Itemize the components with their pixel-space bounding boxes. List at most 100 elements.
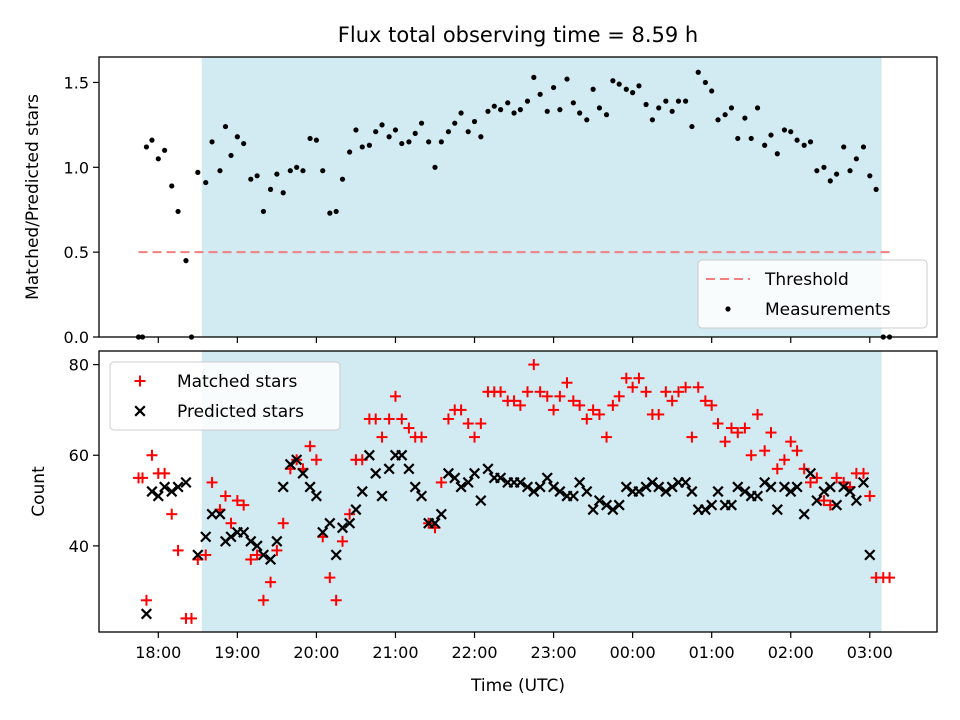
- data-point: [234, 134, 240, 140]
- data-point: [653, 408, 665, 420]
- data-point: [172, 544, 184, 556]
- data-point: [426, 139, 432, 145]
- data-point: [752, 408, 764, 420]
- marker-stroke: [455, 481, 467, 493]
- data-point: [409, 481, 421, 493]
- data-point: [146, 485, 158, 498]
- legend-marker: [134, 405, 146, 417]
- data-point: [260, 208, 267, 215]
- data-point: [442, 413, 454, 425]
- data-point: [359, 144, 365, 150]
- marker-stroke: [600, 499, 613, 511]
- data-point: [313, 137, 320, 143]
- marker-stroke: [838, 481, 850, 493]
- data-point: [660, 485, 672, 498]
- data-point: [593, 408, 605, 420]
- data-point: [778, 481, 790, 493]
- data-point: [455, 404, 467, 416]
- data-point: [225, 517, 237, 529]
- marker-stroke: [336, 522, 349, 534]
- data-point: [159, 481, 171, 493]
- y-tick-label: 40: [69, 537, 89, 556]
- data-point: [567, 395, 579, 407]
- marker-stroke: [739, 485, 751, 498]
- data-point: [336, 522, 349, 534]
- marker-stroke: [831, 499, 843, 511]
- data-point: [403, 463, 415, 475]
- x-tick-label: 02:00: [768, 643, 814, 662]
- data-point: [412, 130, 418, 136]
- x-tick-label: 01:00: [689, 643, 735, 662]
- marker-stroke: [811, 494, 823, 507]
- data-point: [534, 481, 546, 493]
- data-point: [183, 258, 189, 264]
- series-predicted-stars: [140, 449, 876, 620]
- data-point: [304, 440, 316, 452]
- data-point: [155, 156, 161, 162]
- data-point: [162, 147, 168, 153]
- marker-stroke: [725, 499, 738, 511]
- marker-stroke: [140, 608, 153, 620]
- marker-stroke: [192, 549, 204, 561]
- data-point: [264, 553, 277, 566]
- data-point: [175, 208, 181, 215]
- data-point: [392, 127, 399, 133]
- marker-stroke: [653, 481, 665, 493]
- data-point: [514, 399, 526, 411]
- data-point: [860, 144, 867, 150]
- data-point: [620, 481, 632, 493]
- marker-stroke: [304, 481, 316, 493]
- data-point: [811, 494, 823, 507]
- data-point: [462, 476, 474, 489]
- data-point: [152, 490, 164, 502]
- data-point: [339, 176, 346, 182]
- data-point: [180, 476, 192, 489]
- data-point: [722, 112, 728, 118]
- marker-stroke: [251, 540, 263, 552]
- legend-label: Matched stars: [177, 372, 297, 392]
- x-tick-label: 22:00: [451, 643, 497, 662]
- marker-stroke: [172, 481, 184, 493]
- data-point: [333, 208, 339, 215]
- data-point: [245, 535, 257, 547]
- marker-stroke: [403, 463, 415, 475]
- marker-stroke: [291, 454, 303, 466]
- data-point: [534, 386, 546, 398]
- data-point: [613, 499, 625, 511]
- data-point: [554, 390, 566, 402]
- data-point: [350, 504, 362, 516]
- data-point: [245, 553, 257, 565]
- data-point: [715, 117, 721, 123]
- data-point: [376, 490, 388, 502]
- marker-stroke: [152, 490, 164, 502]
- data-point: [824, 481, 836, 493]
- legend-label: Predicted stars: [177, 402, 304, 422]
- data-point: [356, 485, 368, 498]
- y-tick-label: 0.5: [64, 243, 89, 262]
- data-point: [498, 107, 504, 113]
- legend: Matched stars Predicted stars: [109, 361, 341, 431]
- data-point: [389, 390, 401, 402]
- y-tick-label: 1.0: [64, 158, 89, 177]
- data-point: [656, 105, 662, 111]
- data-point: [521, 386, 533, 398]
- marker-stroke: [699, 504, 711, 516]
- data-point: [719, 436, 731, 448]
- data-point: [166, 485, 178, 498]
- data-point: [274, 171, 280, 177]
- data-point: [561, 377, 573, 389]
- data-point: [847, 168, 853, 174]
- data-point: [771, 504, 783, 516]
- data-point: [593, 494, 606, 507]
- data-point: [307, 135, 313, 142]
- data-point: [297, 467, 309, 479]
- data-point: [547, 481, 560, 493]
- data-point: [373, 129, 379, 135]
- data-point: [672, 386, 684, 398]
- marker-stroke: [633, 485, 645, 498]
- data-point: [214, 508, 226, 520]
- data-point: [801, 142, 807, 148]
- data-point: [765, 427, 777, 439]
- data-point: [344, 508, 356, 520]
- data-point: [222, 123, 229, 130]
